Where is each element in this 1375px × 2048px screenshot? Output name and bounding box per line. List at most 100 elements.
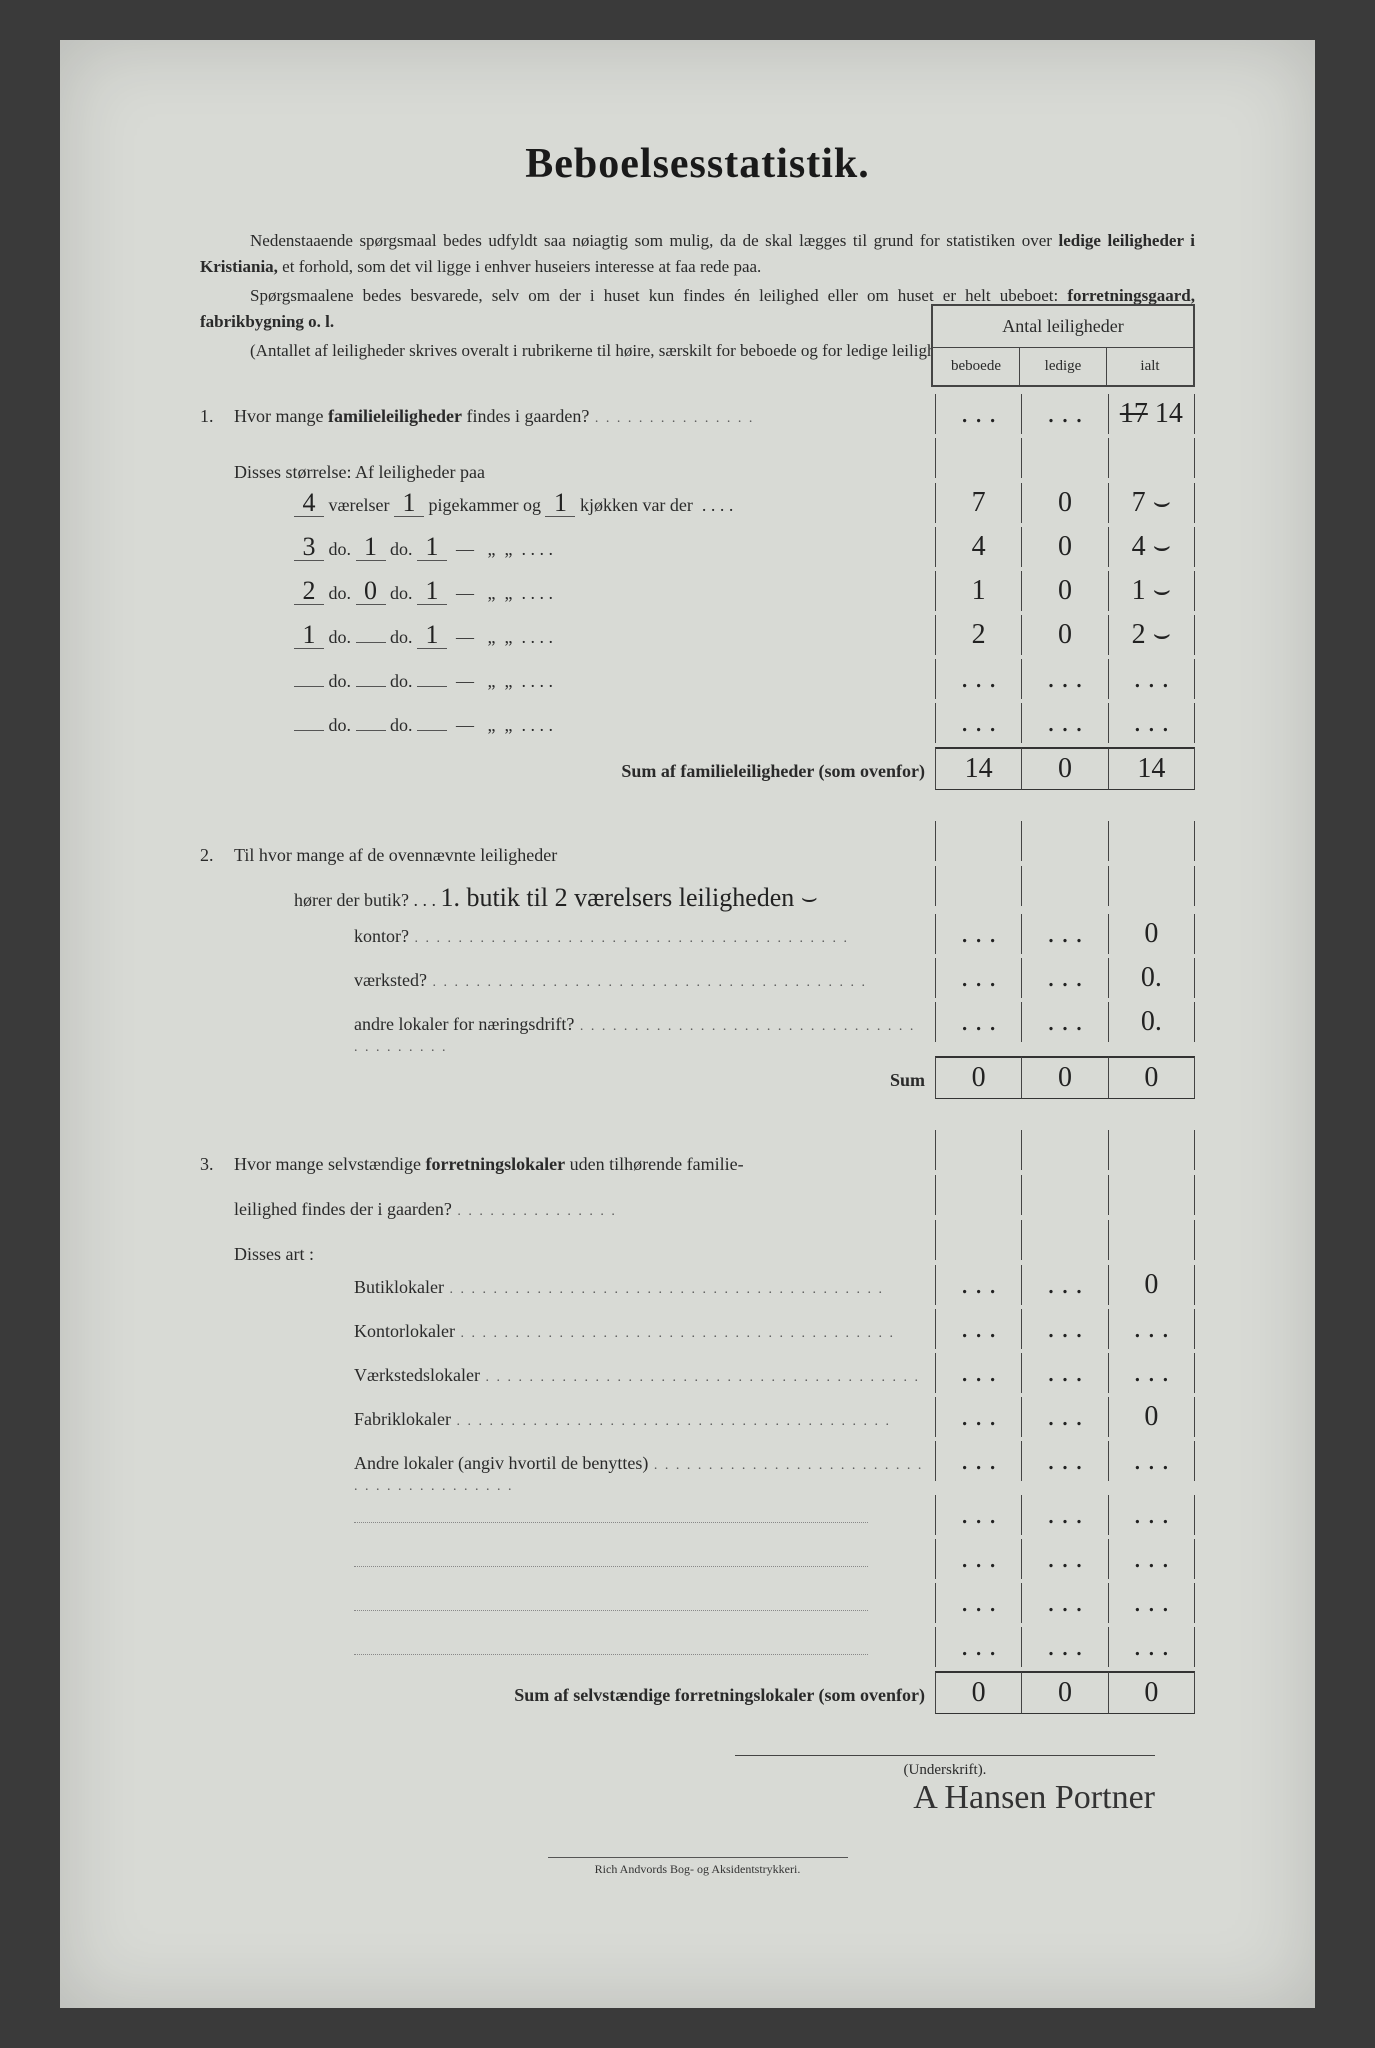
col-ledige: ledige: [1020, 348, 1107, 385]
intro-p2a: Spørgsmaalene bedes besvarede, selv om d…: [250, 286, 1067, 305]
q2-sum-label: Sum: [890, 1070, 925, 1090]
q3-row: Butiklokaler . . . . . . 0: [200, 1265, 1195, 1309]
q1-sub: Disses størrelse: Af leiligheder paa: [234, 462, 935, 483]
q2-row: andre lokaler for næringsdrift? . . . . …: [200, 1002, 1195, 1056]
signature-label: (Underskrift).: [904, 1762, 987, 1778]
q1-row-ialt: 2 ⌣: [1108, 615, 1195, 655]
q2-row: kontor? . . . . . . 0: [200, 914, 1195, 958]
form-area: Antal leiligheder beboede ledige ialt 1.…: [200, 394, 1195, 1877]
q3-row-val: 0: [1108, 1397, 1195, 1437]
cell: . . .: [935, 1309, 1021, 1349]
q2-row-val: 0.: [1108, 958, 1195, 998]
cell: . . .: [935, 1353, 1021, 1393]
q1-row-ialt: . . .: [1108, 659, 1195, 699]
cell: . . .: [1021, 1495, 1107, 1535]
q2-text: Til hvor mange af de ovennævnte leilighe…: [234, 845, 935, 866]
q1-row-beb: 2: [935, 615, 1021, 655]
q2-sum-ialt: 0: [1108, 1056, 1195, 1099]
cell: . . .: [1021, 1583, 1107, 1623]
cell: . . .: [935, 1627, 1021, 1667]
question-3: 3. Hvor mange selvstændige forretningslo…: [200, 1130, 1195, 1715]
q1-size-label: do. do. — „ „ . . . .: [234, 671, 935, 692]
q1-text-c: findes i gaarden?: [462, 406, 589, 426]
cell: . . .: [1021, 1397, 1107, 1437]
q1-row-beb: 1: [935, 571, 1021, 611]
printer-line: Rich Andvords Bog- og Aksidentstrykkeri.: [548, 1857, 848, 1877]
q1-led: . . .: [1021, 394, 1107, 434]
intro-p1a: Nedenstaaende spørgsmaal bedes udfyldt s…: [250, 231, 1058, 250]
q1-row-led: 0: [1021, 527, 1107, 567]
cell: . . .: [935, 958, 1021, 998]
q3-row: Fabriklokaler . . . . . . 0: [200, 1397, 1195, 1441]
cell: . . .: [1108, 1539, 1195, 1579]
q3-row-val: . . .: [1108, 1441, 1195, 1481]
q3-row: Andre lokaler (angiv hvortil de benyttes…: [200, 1441, 1195, 1495]
q1-size-row: 1 do. do. 1 — „ „ . . . . 2 0 2 ⌣: [200, 615, 1195, 659]
blank-line: [234, 1639, 935, 1660]
cell: . . .: [1021, 1265, 1107, 1305]
q3-row-val: . . .: [1108, 1309, 1195, 1349]
q1-row-ialt: 4 ⌣: [1108, 527, 1195, 567]
q1-label: Hvor mange familieleiligheder findes i g…: [234, 406, 935, 427]
q2-sum-beb: 0: [935, 1056, 1021, 1099]
q3-text: Hvor mange selvstændige forretningslokal…: [234, 1154, 935, 1175]
q3-row-val: . . .: [1108, 1353, 1195, 1393]
intro-p1c: et forhold, som det vil ligge i enhver h…: [282, 257, 761, 276]
q2-butik-label: hører der butik?: [294, 890, 409, 910]
blank-line: [234, 1551, 935, 1572]
cell: . . .: [935, 1441, 1021, 1481]
q3-sum-beb: 0: [935, 1671, 1021, 1714]
signature-value: A Hansen Portner: [200, 1779, 1155, 1817]
q1-row-ialt: 7 ⌣: [1108, 483, 1195, 523]
cell: . . .: [935, 1583, 1021, 1623]
q1-ialt: 17 14: [1108, 394, 1195, 434]
q1-row-led: 0: [1021, 615, 1107, 655]
col-beboede: beboede: [933, 348, 1020, 385]
cell: . . .: [935, 1495, 1021, 1535]
q1-row-beb: 7: [935, 483, 1021, 523]
q1-row-led: 0: [1021, 483, 1107, 523]
cell: . . .: [1021, 958, 1107, 998]
q3-text-d: leilighed findes der i gaarden?: [234, 1199, 935, 1220]
q3-row: Kontorlokaler . . . . . . . . .: [200, 1309, 1195, 1353]
column-header-box: Antal leiligheder beboede ledige ialt: [931, 304, 1195, 387]
q1-row-ialt: 1 ⌣: [1108, 571, 1195, 611]
q3-blank-row: . . .. . .. . .: [200, 1627, 1195, 1671]
q2-row-label: andre lokaler for næringsdrift?: [234, 1014, 935, 1056]
cell: . . .: [1021, 1627, 1107, 1667]
q1-size-label: 4 værelser 1 pigekammer og 1 kjøkken var…: [234, 490, 935, 517]
q1-size-label: 3 do. 1 do. 1 — „ „ . . . .: [234, 534, 935, 561]
q3-blank-row: . . .. . .. . .: [200, 1539, 1195, 1583]
q3-num: 3.: [200, 1154, 234, 1175]
q1-row-ialt: . . .: [1108, 703, 1195, 743]
q3-row-label: Andre lokaler (angiv hvortil de benyttes…: [234, 1453, 935, 1495]
cell: . . .: [935, 1539, 1021, 1579]
q1-size-row: 4 værelser 1 pigekammer og 1 kjøkken var…: [200, 483, 1195, 527]
q1-size-row: do. do. — „ „ . . . . . . . . . . . . .: [200, 703, 1195, 747]
q1-row-beb: 4: [935, 527, 1021, 567]
q1-size-row: 3 do. 1 do. 1 — „ „ . . . . 4 0 4 ⌣: [200, 527, 1195, 571]
document-page: Beboelsesstatistik. Nedenstaaende spørgs…: [60, 40, 1315, 2008]
q3-text-b: forretningslokaler: [425, 1154, 565, 1174]
q2-row: værksted? . . . . . . 0.: [200, 958, 1195, 1002]
q2-row-val: 0: [1108, 914, 1195, 954]
cell: . . .: [1021, 914, 1107, 954]
q1-sum-beb: 14: [935, 747, 1021, 790]
q2-butik: hører der butik? . . . 1. butik til 2 væ…: [234, 883, 935, 914]
q3-art: Disses art :: [234, 1244, 935, 1265]
cell: . . .: [1108, 1495, 1195, 1535]
q2-row-val: 0.: [1108, 1002, 1195, 1042]
q1-row-led: . . .: [1021, 703, 1107, 743]
q1-text-a: Hvor mange: [234, 406, 328, 426]
question-1: 1. Hvor mange familieleiligheder findes …: [200, 394, 1195, 791]
q1-row-led: . . .: [1021, 659, 1107, 699]
q2-butik-hw: 1. butik til 2 værelsers leiligheden ⌣: [440, 883, 817, 912]
q3-row-label: Kontorlokaler: [234, 1321, 935, 1342]
q3-sum-label: Sum af selvstændige forretningslokaler (…: [514, 1685, 925, 1705]
cell: . . .: [935, 1397, 1021, 1437]
q1-beb: . . .: [935, 394, 1021, 434]
cell: . . .: [1021, 1309, 1107, 1349]
q1-sum-ialt: 14: [1108, 747, 1195, 790]
q3-row: Værkstedslokaler . . . . . . . . .: [200, 1353, 1195, 1397]
q3-row-label: Butiklokaler: [234, 1277, 935, 1298]
